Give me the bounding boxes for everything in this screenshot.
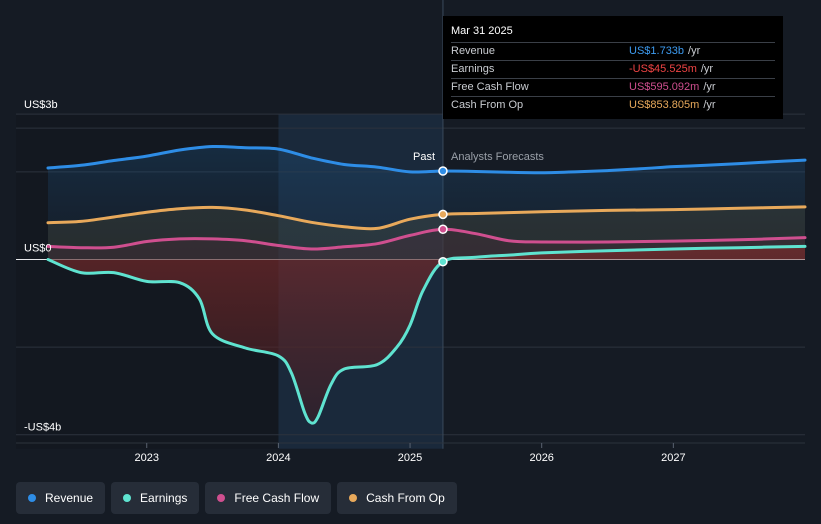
tooltip-unit: /yr (703, 81, 716, 93)
tooltip-value: US$1.733b (629, 45, 685, 57)
tooltip-value: US$853.805m (629, 99, 700, 111)
tooltip-label: Earnings (451, 63, 495, 75)
legend-item-earnings[interactable]: Earnings (111, 482, 200, 514)
x-tick-label: 2026 (529, 452, 553, 464)
cash-from-op-point (438, 209, 448, 220)
legend-item-revenue[interactable]: Revenue (16, 482, 106, 514)
revenue-line (46, 144, 807, 175)
earnings-point (438, 256, 448, 267)
tooltip-value: -US$45.525m (629, 63, 697, 75)
free-cash-flow-point (438, 224, 448, 235)
earnings-area (48, 246, 805, 424)
forecast-label: Analysts Forecasts (451, 151, 544, 163)
past-label: Past (413, 151, 435, 163)
cash-from-op-line (46, 205, 807, 231)
legend-label: Cash From Op (366, 491, 445, 505)
revenue-area (48, 146, 805, 260)
y-tick-label: -US$4b (24, 422, 61, 434)
tooltip-date: Mar 31 2025 (451, 25, 513, 37)
legend-dot-icon (123, 494, 132, 502)
tooltip-row-earnings: Earnings -US$45.525m /yr (451, 60, 775, 78)
x-tick-label: 2027 (661, 452, 685, 464)
tooltip-label: Free Cash Flow (451, 81, 529, 93)
tooltip-unit: /yr (703, 99, 716, 111)
tooltip-row-free-cash-flow: Free Cash Flow US$595.092m /yr (451, 78, 775, 96)
legend-dot-icon (217, 494, 226, 502)
x-tick-label: 2024 (266, 452, 290, 464)
x-tick-label: 2025 (398, 452, 422, 464)
tooltip-unit: /yr (700, 63, 714, 75)
legend: Revenue Earnings Free Cash Flow Cash Fro… (16, 482, 457, 514)
legend-label: Free Cash Flow (234, 491, 320, 505)
y-tick-label: US$0 (24, 243, 52, 255)
tooltip-row-cash-from-op: Cash From Op US$853.805m /yr (451, 96, 775, 114)
y-tick-label: US$3b (24, 99, 58, 111)
cash-from-op-area (48, 206, 805, 260)
tooltip-value: US$595.092m (629, 81, 700, 93)
tooltip-row-revenue: Revenue US$1.733b /yr (451, 42, 775, 60)
legend-dot-icon (349, 494, 358, 502)
revenue-point (438, 166, 448, 176)
chart-area: Past Analysts Forecasts US$3b US$0 -US$4b 2… (16, 0, 807, 464)
x-tick-label: 2023 (134, 452, 158, 464)
legend-dot-icon (28, 494, 36, 502)
legend-label: Revenue (45, 491, 94, 505)
legend-label: Earnings (140, 491, 188, 505)
free-cash-flow-line (46, 227, 807, 251)
legend-item-cash-from-op[interactable]: Cash From Op (337, 482, 457, 514)
tooltip: Mar 31 2025 Revenue US$1.733b /yr Earnin… (443, 16, 783, 119)
tooltip-unit: /yr (688, 45, 701, 57)
tooltip-label: Revenue (451, 45, 496, 57)
earnings-line (46, 244, 807, 425)
tooltip-label: Cash From Op (451, 99, 524, 111)
legend-item-free-cash-flow[interactable]: Free Cash Flow (205, 482, 332, 514)
